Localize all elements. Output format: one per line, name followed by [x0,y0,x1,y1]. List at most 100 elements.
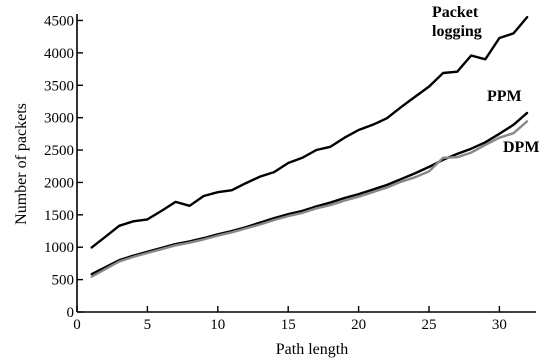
data-point-dpm [527,120,528,121]
data-point-ppm [344,197,345,198]
data-point-dpm [189,242,190,243]
data-point-dpm [90,276,91,277]
data-point-packet-logging [414,96,415,97]
data-point-packet-logging [499,37,500,38]
data-point-ppm [288,214,289,215]
y-tick-label: 3000 [44,111,74,127]
y-tick-label: 4500 [44,13,74,29]
data-point-ppm [316,206,317,207]
data-point-packet-logging [485,59,486,60]
y-tick-label: 1500 [44,208,74,224]
data-point-ppm [527,112,528,113]
data-point-dpm [161,249,162,250]
data-point-packet-logging [274,171,275,172]
data-point-dpm [400,181,401,182]
data-point-dpm [330,205,331,206]
data-point-packet-logging [358,129,359,130]
data-point-packet-logging [147,219,148,220]
data-point-packet-logging [105,236,106,237]
data-point-packet-logging [471,55,472,56]
data-point-dpm [175,245,176,246]
data-point-packet-logging [259,176,260,177]
data-point-packet-logging [175,201,176,202]
data-point-packet-logging [316,149,317,150]
data-point-ppm [302,210,303,211]
data-point-ppm [330,202,331,203]
data-point-ppm [414,173,415,174]
data-point-ppm [259,222,260,223]
data-point-dpm [147,252,148,253]
data-point-ppm [485,142,486,143]
data-point-dpm [217,235,218,236]
data-point-ppm [274,217,275,218]
data-point-dpm [471,152,472,153]
data-point-dpm [372,192,373,193]
data-point-packet-logging [513,33,514,34]
data-point-packet-logging [245,182,246,183]
data-point-dpm [457,157,458,158]
data-point-ppm [428,166,429,167]
data-point-packet-logging [203,195,204,196]
data-point-dpm [442,157,443,158]
data-point-ppm [90,274,91,275]
y-tick-label: 1000 [44,240,74,256]
data-point-ppm [471,148,472,149]
data-point-packet-logging [344,137,345,138]
data-point-dpm [485,144,486,145]
series-label-packet-logging: Packet [432,4,479,21]
x-tick-label: 0 [73,317,81,333]
data-point-dpm [302,212,303,213]
data-point-dpm [119,261,120,262]
data-point-packet-logging [302,157,303,158]
y-tick-label: 500 [52,273,75,289]
data-point-dpm [288,216,289,217]
data-point-packet-logging [217,192,218,193]
x-axis-title: Path length [276,341,348,358]
y-tick-label: 4000 [44,46,74,62]
data-point-dpm [259,224,260,225]
data-point-packet-logging [119,225,120,226]
data-point-ppm [457,153,458,154]
data-point-packet-logging [231,190,232,191]
data-point-packet-logging [457,71,458,72]
data-point-packet-logging [400,107,401,108]
series-label-ppm: PPM [487,88,522,105]
series-label-packet-logging: logging [432,23,482,40]
data-point-packet-logging [330,146,331,147]
y-tick-label: 2000 [44,175,74,191]
series-line-dpm [91,121,527,277]
data-point-packet-logging [189,205,190,206]
data-point-dpm [245,228,246,229]
data-point-ppm [386,184,387,185]
data-point-dpm [344,200,345,201]
y-tick-label: 3500 [44,78,74,94]
axes: 0 500 1000 1500 2000 2500 3000 3500 4000 4500 0 5 10… [44,13,536,333]
data-point-dpm [358,196,359,197]
data-point-ppm [372,189,373,190]
y-tick-label: 2500 [44,143,74,159]
data-point-packet-logging [133,221,134,222]
data-point-packet-logging [161,210,162,211]
series-label-dpm: DPM [503,139,539,156]
data-point-dpm [316,208,317,209]
data-point-ppm [400,179,401,180]
data-point-packet-logging [386,118,387,119]
y-axis-title: Number of packets [13,103,30,225]
data-point-dpm [428,171,429,172]
data-point-dpm [499,137,500,138]
data-point-dpm [274,219,275,220]
data-point-packet-logging [288,162,289,163]
data-point-ppm [513,124,514,125]
x-tick-label: 15 [281,317,296,333]
series-line-packet-logging [91,17,527,248]
x-tick-label: 10 [210,317,225,333]
data-point-packet-logging [442,72,443,73]
data-point-packet-logging [90,247,91,248]
data-point-packet-logging [428,86,429,87]
data-point-dpm [105,269,106,270]
data-point-ppm [499,133,500,134]
data-point-dpm [133,256,134,257]
data-point-packet-logging [372,124,373,125]
data-point-dpm [231,232,232,233]
